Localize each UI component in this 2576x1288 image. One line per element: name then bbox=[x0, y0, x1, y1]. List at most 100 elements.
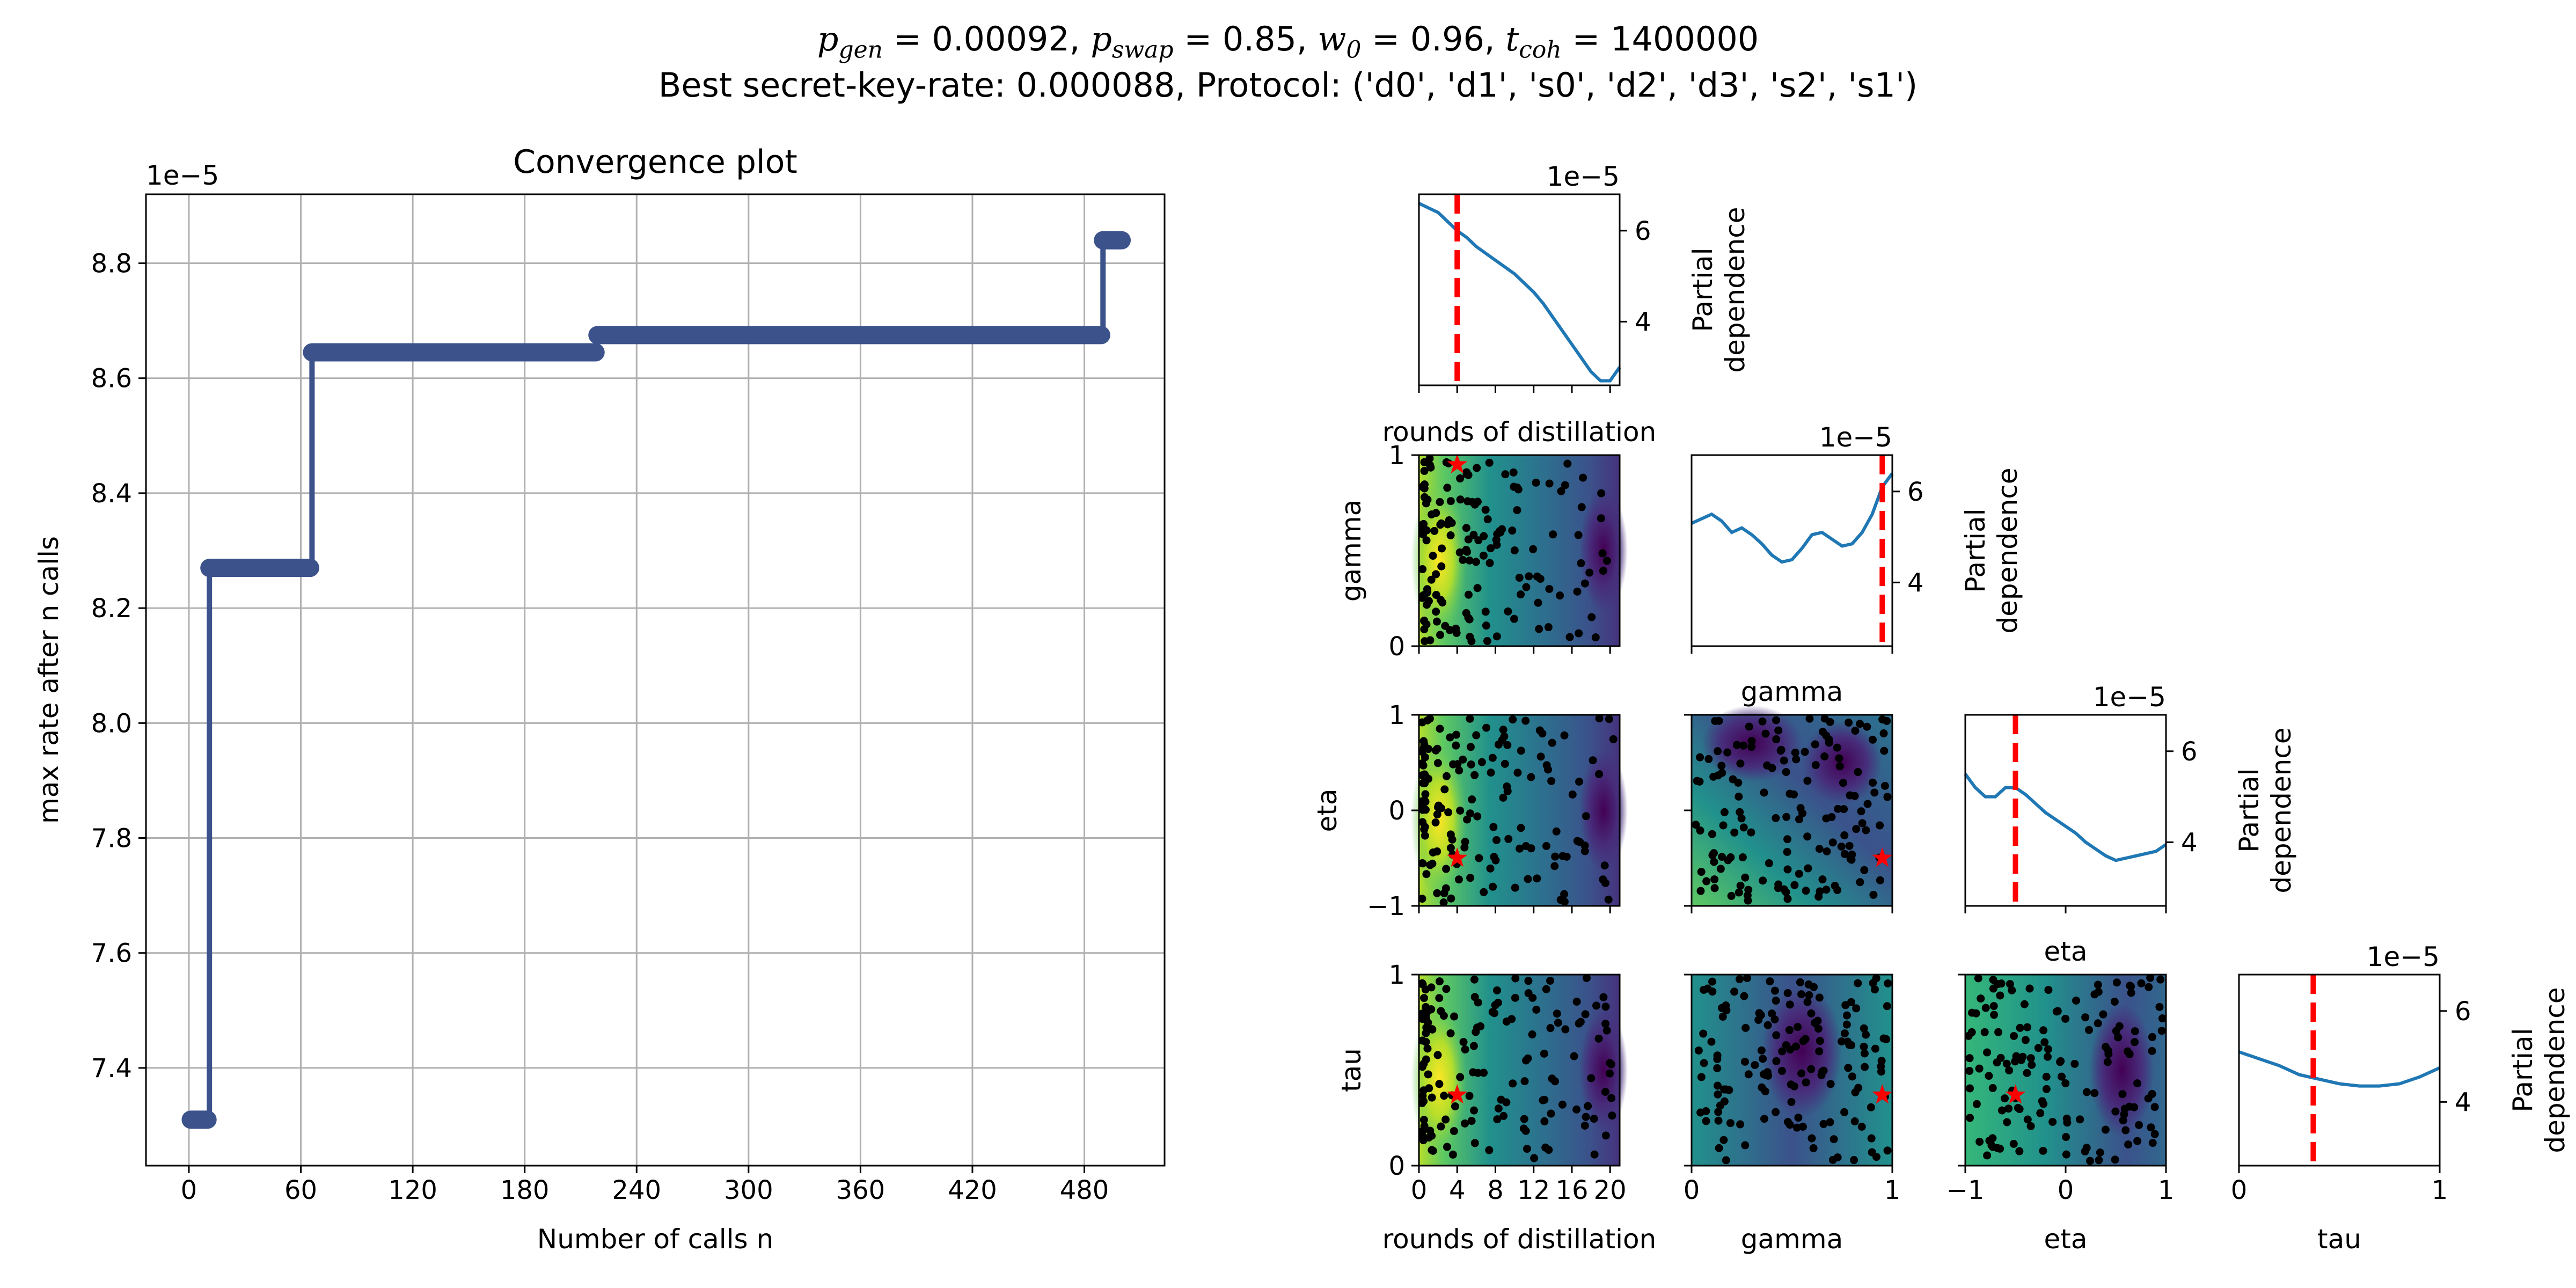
sample-point bbox=[1740, 1057, 1749, 1066]
sample-point bbox=[1584, 1102, 1592, 1110]
sample-point bbox=[1456, 474, 1465, 483]
sample-point bbox=[1787, 1080, 1795, 1089]
sample-point bbox=[1719, 1136, 1728, 1144]
sample-point bbox=[1975, 1138, 1984, 1146]
sample-point bbox=[1431, 818, 1440, 827]
sample-point bbox=[2124, 1140, 2133, 1149]
sample-point bbox=[1814, 1024, 1823, 1033]
sample-point bbox=[2042, 1072, 2051, 1081]
sample-point bbox=[1435, 1080, 1444, 1088]
data-layer bbox=[181, 194, 2441, 1166]
sample-point bbox=[1813, 1016, 1822, 1025]
sample-point bbox=[1989, 1002, 1998, 1011]
sample-point bbox=[1966, 1114, 1974, 1122]
sample-point bbox=[1594, 1034, 1603, 1043]
sample-point bbox=[1826, 1080, 1835, 1088]
sample-point bbox=[2039, 1026, 2048, 1035]
sample-point bbox=[2023, 1023, 2032, 1031]
sample-point bbox=[2131, 1038, 2139, 1046]
sample-point bbox=[1466, 714, 1474, 723]
sample-point bbox=[1708, 977, 1716, 986]
sample-point bbox=[1446, 497, 1455, 506]
sample-point bbox=[1517, 824, 1525, 832]
sample-point bbox=[1483, 637, 1491, 646]
sample-point bbox=[1601, 1131, 1610, 1140]
convergence-y-offset: 1e−5 bbox=[146, 160, 219, 191]
sample-point bbox=[1440, 1092, 1448, 1100]
sample-point bbox=[1527, 844, 1535, 853]
sample-point bbox=[1580, 579, 1589, 588]
sample-points bbox=[1418, 454, 1611, 646]
sample-point bbox=[1598, 549, 1607, 558]
partial-dependence-frame bbox=[1418, 193, 1621, 386]
sample-point bbox=[1474, 536, 1483, 545]
sample-point bbox=[1840, 831, 1849, 840]
sample-point bbox=[1487, 769, 1495, 777]
eta-column-title: eta bbox=[2044, 936, 2087, 967]
sample-point bbox=[1547, 777, 1556, 785]
sample-point bbox=[1433, 810, 1441, 819]
sample-point bbox=[1860, 1049, 1869, 1058]
sample-point bbox=[1879, 729, 1888, 738]
sample-point bbox=[2002, 1059, 2011, 1068]
sample-point bbox=[1447, 894, 1455, 903]
sample-point bbox=[1708, 830, 1716, 838]
sample-point bbox=[1702, 1117, 1710, 1125]
sample-point bbox=[1422, 1055, 1430, 1064]
sample-point bbox=[1508, 526, 1517, 535]
sample-point bbox=[1421, 796, 1429, 805]
sample-point bbox=[1860, 866, 1869, 874]
sample-point bbox=[2034, 1044, 2043, 1052]
sample-point bbox=[1783, 1118, 1792, 1126]
sample-point bbox=[2095, 1156, 2103, 1165]
sample-point bbox=[1419, 1086, 1428, 1095]
sample-point bbox=[1845, 841, 1854, 850]
sample-point bbox=[1472, 1028, 1480, 1036]
sample-point bbox=[1452, 730, 1460, 739]
sample-point bbox=[1851, 1088, 1860, 1096]
sample-point bbox=[1783, 835, 1792, 844]
sample-point bbox=[1876, 876, 1884, 884]
sample-point bbox=[1772, 997, 1780, 1005]
sample-point bbox=[1473, 464, 1481, 472]
sample-point bbox=[1799, 1037, 1807, 1045]
partial-dependence-frame bbox=[1964, 714, 2167, 907]
sample-point bbox=[1768, 1009, 1776, 1018]
sample-point bbox=[1429, 552, 1437, 560]
bottom-xtick-label: 20 bbox=[1594, 1175, 1627, 1205]
pd-ytick-label: 6 bbox=[1635, 216, 1651, 246]
contour-frame bbox=[1690, 974, 1893, 1167]
sample-point bbox=[1845, 1041, 1854, 1049]
sample-point bbox=[1860, 1024, 1868, 1033]
sample-point bbox=[2150, 1103, 2159, 1111]
sample-point bbox=[1422, 526, 1431, 535]
sample-point bbox=[1776, 747, 1785, 755]
sample-point bbox=[1488, 1008, 1497, 1016]
sample-point bbox=[1541, 1143, 1550, 1152]
conv-xtick-label: 180 bbox=[500, 1175, 550, 1205]
sample-point bbox=[1763, 1021, 1772, 1029]
sample-point bbox=[1758, 717, 1767, 726]
sample-point bbox=[2006, 980, 2014, 989]
sample-point bbox=[1560, 890, 1569, 898]
sample-point bbox=[2040, 1038, 2049, 1046]
sample-point bbox=[2118, 1090, 2127, 1099]
sample-point bbox=[1862, 1030, 1870, 1039]
sample-point bbox=[1735, 792, 1743, 801]
sample-point bbox=[1607, 1094, 1616, 1102]
sample-point bbox=[1871, 1044, 1879, 1053]
sample-point bbox=[1563, 459, 1572, 468]
sample-point bbox=[1736, 881, 1745, 890]
sample-point bbox=[1485, 559, 1494, 567]
pd-ytick-label: 6 bbox=[1907, 477, 1924, 507]
sample-point bbox=[1507, 1015, 1516, 1023]
sample-point bbox=[1785, 1000, 1794, 1009]
sample-point bbox=[1792, 755, 1801, 764]
sample-point bbox=[1831, 882, 1839, 890]
sample-point bbox=[1819, 1119, 1828, 1128]
sample-point bbox=[1857, 807, 1865, 816]
sample-point bbox=[1577, 503, 1586, 511]
sample-point bbox=[1993, 1058, 2001, 1067]
sample-point bbox=[1844, 1064, 1853, 1072]
sample-point bbox=[2016, 1023, 2024, 1032]
